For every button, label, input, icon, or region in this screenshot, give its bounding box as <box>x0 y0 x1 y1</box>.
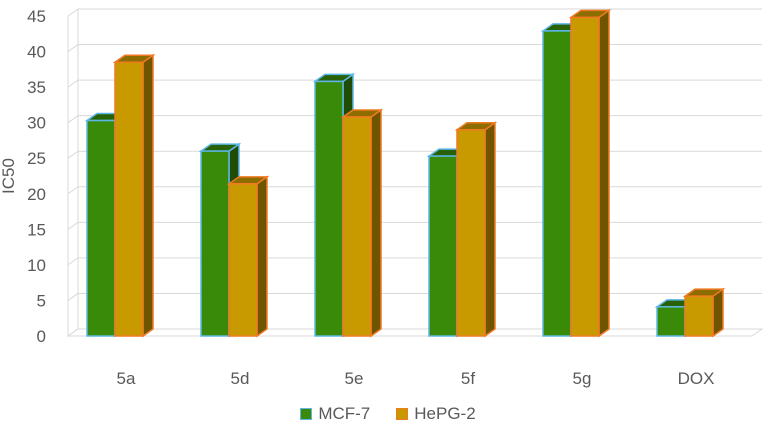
bar-front-face <box>456 129 486 337</box>
y-tick-label: 20 <box>27 185 46 204</box>
bar-front-face <box>570 16 600 337</box>
x-tick-label: DOX <box>678 369 715 388</box>
bar-side-face <box>256 175 268 338</box>
bar-front-face <box>684 295 714 337</box>
legend-swatch-series-1 <box>300 408 313 420</box>
bar-front-face <box>314 80 344 337</box>
gridline-diagonal <box>67 79 79 88</box>
gridline-diagonal <box>67 186 79 195</box>
bar-front-face <box>228 183 258 337</box>
bar-front-face <box>200 150 230 337</box>
bar-front-face <box>86 119 116 337</box>
bar-side-face <box>370 108 382 338</box>
y-tick-label: 0 <box>37 327 46 346</box>
bar-5d-series-2 <box>226 175 270 338</box>
bar-5e-series-2 <box>340 108 384 338</box>
legend-item-series-1: MCF-7 <box>300 404 370 424</box>
bar-front-face <box>542 30 572 337</box>
bar-5f-series-2 <box>454 121 498 338</box>
bar-DOX-series-2 <box>682 287 726 338</box>
legend-label-series-1: MCF-7 <box>318 404 371 423</box>
gridline-diagonal <box>67 293 79 301</box>
bar-front-face <box>428 155 458 337</box>
y-tick-label: 45 <box>27 7 46 26</box>
bar-front-face <box>342 116 372 337</box>
legend-swatch-series-2 <box>396 408 409 420</box>
bar-front-face <box>114 61 144 337</box>
bar-side-face <box>598 8 610 338</box>
bar-5a-series-2 <box>112 53 156 338</box>
y-tick-label: 10 <box>27 256 46 275</box>
y-tick-label: 5 <box>37 291 46 310</box>
gridline-diagonal <box>67 115 79 124</box>
bar-front-face <box>656 306 686 337</box>
x-tick-label: 5f <box>461 369 475 388</box>
gridline-diagonal <box>67 221 79 230</box>
gridline-diagonal <box>67 150 79 159</box>
x-tick-label: 5d <box>231 369 250 388</box>
y-tick-label: 30 <box>27 114 46 133</box>
bar-side-face <box>142 53 154 338</box>
gridline-diagonal <box>67 8 79 17</box>
x-tick-label: 5e <box>345 369 364 388</box>
floor <box>66 328 764 337</box>
y-tick-label: 40 <box>27 43 46 62</box>
y-axis-title: IC50 <box>0 158 18 194</box>
bar-side-face <box>712 287 724 338</box>
x-tick-label: 5g <box>573 369 592 388</box>
y-tick-label: 25 <box>27 149 46 168</box>
gridline-diagonal <box>67 44 79 52</box>
y-tick-label: 15 <box>27 220 46 239</box>
bar-5g-series-2 <box>568 8 612 338</box>
legend: MCF-7 HePG-2 <box>0 404 776 424</box>
legend-label-series-2: HePG-2 <box>414 404 476 423</box>
bar-side-face <box>484 121 496 338</box>
legend-item-series-2: HePG-2 <box>396 404 476 424</box>
gridline-diagonal <box>67 257 79 266</box>
y-tick-label: 35 <box>27 78 46 97</box>
x-tick-label: 5a <box>117 369 136 388</box>
